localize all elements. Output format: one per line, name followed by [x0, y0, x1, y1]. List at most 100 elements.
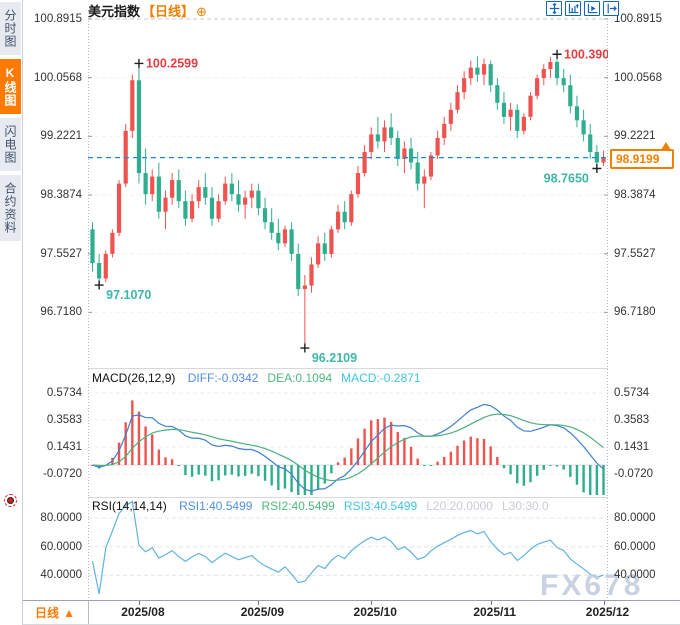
rsi-title: RSI(14,14,14)	[92, 499, 167, 513]
y-axis-label: 100.8915	[34, 13, 82, 25]
macd-hist-bar	[469, 436, 472, 465]
macd-hist-bar	[575, 465, 579, 485]
y-axis-label: 0.3583	[46, 414, 82, 427]
candle	[528, 92, 533, 121]
macd-hist-bar	[131, 400, 134, 465]
candle	[448, 102, 453, 131]
sidebar-tab-kline[interactable]: K线图	[0, 59, 21, 114]
period-selector[interactable]: 日线 ▲	[22, 601, 89, 624]
sidebar-tab-contract-info[interactable]: 合约资料	[0, 175, 21, 241]
rsi-header: RSI(14,14,14) RSI1:40.5499 RSI2:40.5499 RS…	[92, 499, 549, 513]
axis-scale-icon[interactable]	[565, 1, 581, 16]
candle	[455, 85, 460, 114]
candle	[130, 74, 135, 138]
candle	[548, 57, 553, 79]
crosshair-move-icon[interactable]	[546, 1, 562, 16]
indicator-readout: RSI2:40.5499	[261, 499, 335, 513]
expand-icon[interactable]: ⊕	[196, 4, 207, 19]
y-axis-label: 96.7180	[614, 306, 656, 319]
candles-layer	[90, 54, 606, 349]
macd-hist-bar	[151, 434, 154, 465]
macd-hist-bar	[197, 465, 200, 475]
macd-dea-line	[92, 413, 604, 482]
macd-hist-bar	[602, 465, 605, 495]
candle	[335, 204, 341, 233]
macd-hist-bar	[549, 465, 552, 466]
y-axis-label: 97.5527	[40, 247, 82, 260]
candle	[249, 183, 254, 209]
axis-play-icon[interactable]	[584, 1, 600, 16]
candle	[276, 218, 281, 251]
macd-hist-bar	[389, 421, 393, 465]
x-axis-tick	[490, 601, 492, 605]
pan-right-icon[interactable]	[603, 1, 619, 16]
macd-hist-bar	[509, 465, 512, 475]
y-axis-label: 80.0000	[40, 512, 82, 524]
candle	[408, 137, 414, 170]
sidebar-tab-timeshare[interactable]: 分时图	[0, 2, 21, 55]
y-axis-label: 40.0000	[40, 569, 82, 582]
candle	[521, 113, 526, 135]
y-axis-label: 100.8915	[614, 13, 662, 25]
indicator-readout: L30:30.0	[501, 499, 549, 513]
indicator-readout: DIFF:-0.0342	[187, 371, 259, 385]
y-axis-label: 99.2221	[40, 130, 82, 143]
macd-hist-bar	[383, 417, 386, 465]
y-axis-label: 40.0000	[614, 569, 656, 582]
candle	[156, 162, 161, 219]
candle	[203, 173, 208, 205]
macd-hist-bar	[569, 465, 572, 477]
candle	[395, 130, 400, 167]
candle	[223, 176, 228, 205]
candle	[97, 253, 102, 285]
macd-hist-bar	[356, 438, 360, 465]
macd-hist-bar	[170, 459, 174, 465]
price-chart-canvas[interactable]: 100.2599 100.3900 97.1070 96.2109 98.7650	[88, 18, 608, 600]
macd-hist-bar	[336, 462, 340, 465]
macd-hist-bar	[270, 465, 273, 486]
candle	[110, 229, 115, 258]
candle	[90, 222, 95, 272]
indicator-readout: DEA:0.1094	[267, 371, 333, 385]
sidebar-tab-lightning[interactable]: 闪电图	[0, 118, 21, 171]
x-axis-tick	[371, 601, 373, 605]
period-selector-label: 日线	[35, 606, 60, 620]
macd-hist-bar	[257, 465, 260, 477]
candle	[189, 194, 195, 223]
y-axis-label: 0.1431	[614, 441, 650, 454]
macd-hist-bar	[449, 451, 453, 465]
macd-hist-bar	[522, 465, 526, 486]
macd-hist-bar	[164, 457, 167, 465]
y-axis-label: 97.5527	[614, 247, 656, 260]
candle	[262, 197, 268, 230]
macd-hist-bar	[137, 411, 141, 465]
candle	[309, 257, 314, 293]
candle	[375, 116, 380, 149]
candle	[515, 104, 520, 138]
y-axis-label: 80.0000	[614, 512, 656, 524]
macd-hist-bar	[502, 465, 506, 469]
candle	[150, 169, 155, 202]
candle	[123, 123, 128, 188]
period-selector-arrow-icon: ▲	[63, 605, 75, 620]
macd-hist-bar	[224, 465, 227, 476]
candle	[209, 187, 215, 226]
y-axis-label: 0.1431	[46, 441, 82, 454]
macd-title: MACD(26,12,9)	[92, 371, 176, 385]
y-axis-label: 100.0568	[34, 71, 82, 84]
indicator-readout: RSI3:40.5499	[343, 499, 418, 513]
indicator-readout: RSI1:40.5499	[179, 499, 253, 513]
macd-hist-bar	[124, 422, 127, 465]
candle	[170, 173, 175, 205]
gridlines	[88, 18, 608, 600]
indicator-readout: L20:20.0000	[426, 499, 493, 513]
x-axis-label: 2025/11	[473, 605, 517, 619]
macd-hist-bar	[429, 465, 433, 466]
candle	[468, 60, 473, 86]
macd-hist-bar	[542, 465, 545, 470]
marker-cross-icon	[592, 163, 602, 173]
macd-hist-bar	[370, 420, 373, 465]
chart-header: 美元指数 【日线】 ⊕	[22, 0, 680, 19]
macd-hist-bar	[290, 465, 293, 493]
x-axis-label: 2025/10	[353, 605, 397, 619]
